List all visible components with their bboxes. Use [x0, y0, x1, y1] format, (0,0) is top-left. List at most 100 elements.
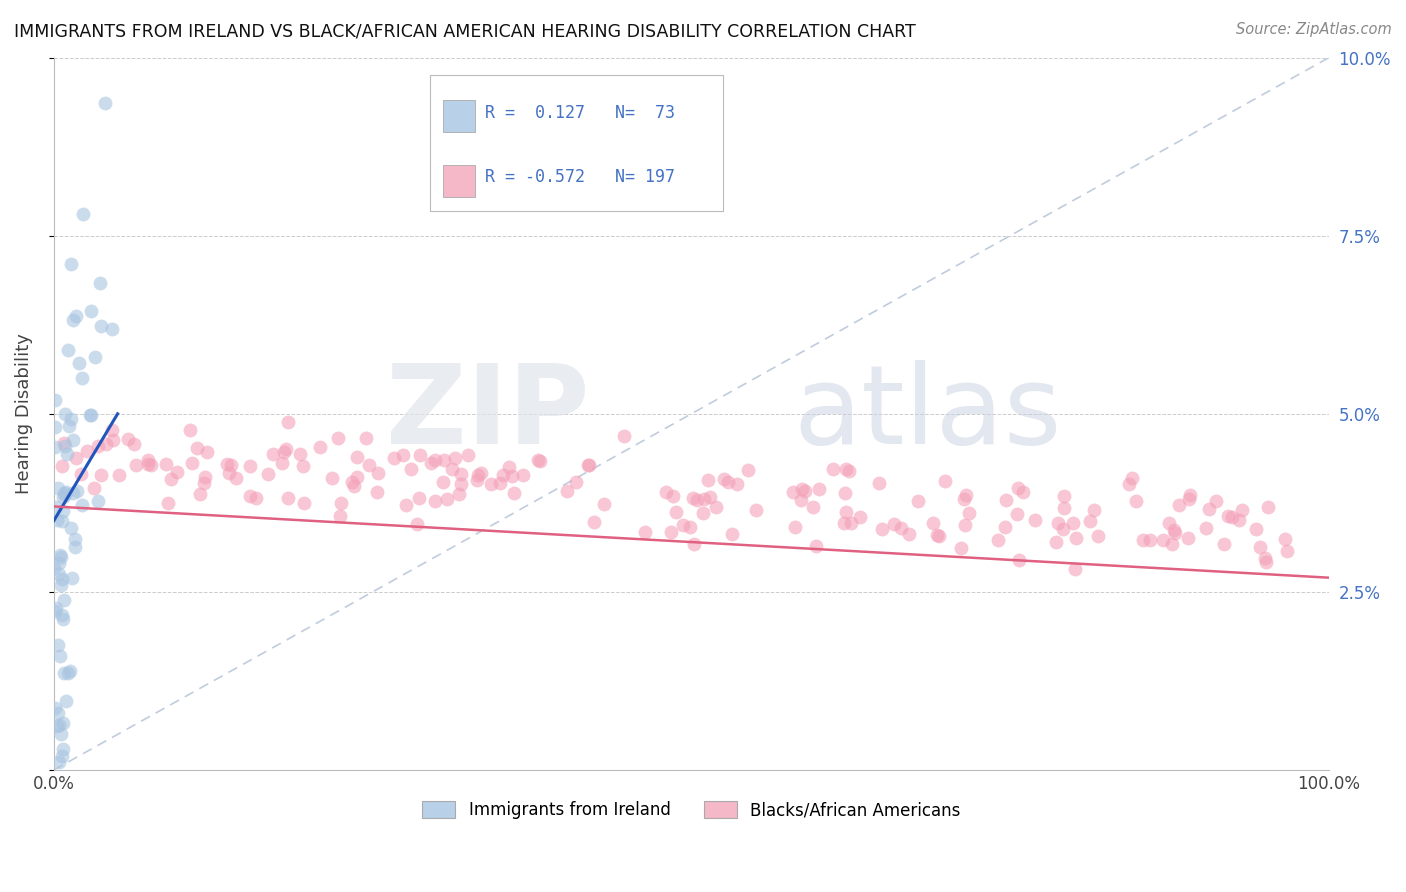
Point — [79, 408, 101, 422]
Point — [501, 468, 523, 483]
Point — [835, 462, 858, 476]
Point — [101, 322, 124, 336]
Point — [1229, 513, 1251, 527]
Text: ZIP: ZIP — [385, 360, 589, 467]
Point — [277, 415, 299, 429]
Point — [794, 484, 817, 499]
Point — [117, 432, 139, 446]
Point — [1254, 551, 1277, 566]
Point — [803, 500, 825, 514]
Point — [1064, 561, 1087, 575]
Point — [1216, 508, 1239, 523]
Point — [1274, 532, 1296, 546]
Point — [1045, 535, 1067, 549]
Point — [692, 507, 714, 521]
Point — [55, 484, 77, 499]
Point — [52, 612, 75, 626]
Point — [838, 463, 860, 477]
Point — [51, 770, 73, 784]
Point — [60, 521, 83, 535]
Point — [292, 458, 315, 473]
Point — [1053, 500, 1076, 515]
Point — [693, 492, 716, 507]
Point — [70, 370, 93, 384]
Point — [49, 578, 72, 592]
Point — [450, 467, 472, 482]
Point — [53, 439, 76, 453]
Point — [503, 486, 526, 500]
Point — [994, 520, 1017, 534]
Point — [436, 491, 458, 506]
Point — [46, 514, 69, 528]
Point — [1087, 529, 1109, 543]
Point — [48, 556, 70, 570]
Point — [225, 470, 247, 484]
Point — [953, 517, 976, 532]
Point — [987, 533, 1010, 547]
Point — [1078, 514, 1101, 528]
Point — [1220, 509, 1243, 524]
Point — [957, 506, 980, 520]
Point — [51, 572, 73, 586]
Point — [467, 467, 489, 482]
Point — [46, 638, 69, 652]
Point — [53, 770, 76, 784]
Point — [465, 474, 488, 488]
Point — [953, 492, 976, 507]
Point — [994, 493, 1017, 508]
Point — [382, 451, 405, 466]
Text: R =  0.127   N=  73: R = 0.127 N= 73 — [485, 104, 675, 122]
Point — [288, 447, 311, 461]
Point — [633, 524, 655, 539]
Point — [1121, 471, 1143, 485]
Point — [62, 485, 84, 500]
Point — [60, 412, 83, 426]
Point — [399, 461, 422, 475]
Point — [219, 458, 242, 472]
Point — [52, 504, 75, 518]
Point — [239, 458, 262, 473]
Point — [56, 447, 79, 461]
Point — [56, 343, 79, 358]
Point — [59, 664, 82, 678]
Point — [346, 450, 368, 464]
Point — [792, 482, 814, 496]
Point — [823, 462, 845, 476]
Point — [683, 537, 706, 551]
Point — [239, 489, 262, 503]
Point — [870, 522, 893, 536]
Point — [48, 717, 70, 731]
Point — [179, 424, 201, 438]
Point — [60, 571, 83, 585]
Point — [343, 479, 366, 493]
Point — [72, 207, 94, 221]
Point — [1139, 533, 1161, 548]
Point — [100, 423, 122, 437]
Point — [67, 356, 90, 370]
Point — [53, 488, 76, 502]
Point — [955, 488, 977, 502]
Point — [1230, 503, 1253, 517]
Point — [457, 448, 479, 462]
Point — [834, 516, 856, 530]
Point — [194, 470, 217, 484]
Point — [277, 491, 299, 505]
Point — [527, 453, 550, 467]
Point — [1152, 533, 1174, 548]
Point — [405, 516, 427, 531]
Point — [565, 475, 588, 490]
Point — [58, 418, 80, 433]
Point — [1062, 516, 1084, 531]
Point — [1257, 500, 1279, 514]
Point — [686, 493, 709, 508]
Point — [1053, 489, 1076, 503]
Point — [1161, 537, 1184, 551]
Point — [87, 439, 110, 453]
Point — [46, 481, 69, 495]
Point — [79, 408, 101, 422]
Point — [737, 462, 759, 476]
Point — [271, 456, 294, 470]
Point — [1052, 522, 1074, 536]
Point — [1047, 516, 1070, 530]
Point — [1168, 498, 1191, 512]
